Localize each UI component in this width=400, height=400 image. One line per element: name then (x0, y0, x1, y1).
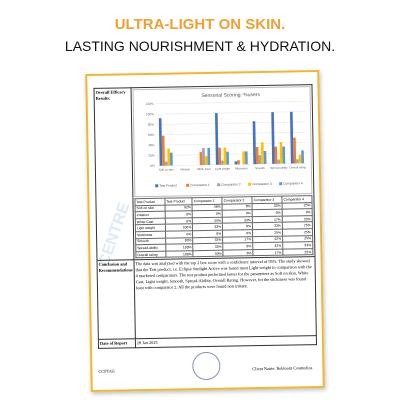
y-tick-label: 40% (148, 143, 155, 147)
headline: ULTRA-LIGHT ON SKIN. (114, 16, 286, 33)
y-tick-label: 0% (150, 164, 155, 168)
bar (226, 151, 229, 165)
data-cell: 25% (282, 248, 313, 256)
y-tick-label: 120% (145, 102, 153, 106)
bar (289, 111, 294, 164)
bar (164, 161, 168, 166)
x-tick-label: Soft on skin (159, 168, 174, 172)
legend-swatch (186, 183, 190, 187)
date: 28 Jan 2025 (135, 335, 317, 348)
bar (277, 159, 280, 164)
grid-line (156, 142, 307, 146)
x-tick-label: Smooth (255, 166, 265, 170)
chart-title: Sensorial Scoring: %users (201, 92, 260, 99)
grid-line (156, 121, 307, 125)
legend-label: Comparator 4 (283, 181, 303, 185)
chart: Sensorial Scoring: %users 0% 20% 40% 60% 80% 1… (132, 86, 313, 198)
stamp (192, 351, 221, 381)
bar (279, 141, 283, 164)
bar (301, 150, 304, 164)
bar (244, 151, 248, 165)
y-tick-label: 20% (148, 154, 155, 158)
results-cell: Sensorial Scoring: %users 0% 20% 40% 60% 80% 1… (130, 84, 315, 261)
bar (234, 161, 238, 165)
x-tick-label: Spread-ability (270, 166, 288, 170)
report-document: CENTRE Overall Efficacy Results: Sensori… (85, 69, 325, 393)
bar (260, 142, 264, 165)
bar (204, 156, 208, 165)
report-table: Overall Efficacy Results: Sensorial Scor… (93, 84, 317, 349)
bar (158, 118, 163, 166)
legend-label: Comparator 2 (221, 182, 241, 186)
x-tick-label: Irritation (180, 167, 191, 171)
date-label: Date of Report (98, 339, 136, 349)
x-tick-label: Stickiness (235, 166, 248, 170)
data-cell: 8% (223, 249, 254, 257)
legend-swatch (279, 182, 283, 186)
bar (167, 148, 171, 166)
bar (169, 152, 173, 166)
bar (237, 160, 240, 165)
bar (207, 147, 211, 165)
grid-line (156, 132, 307, 136)
data-cell: 50% (193, 249, 224, 258)
data-cell: 100% (165, 250, 194, 258)
bar (252, 121, 256, 165)
legend-swatch (155, 184, 159, 188)
bar (274, 146, 278, 164)
grid-line (155, 101, 306, 105)
row-label: Overall rating (135, 250, 166, 259)
data-table: Test Product Test Product Comparator 1 Comp… (134, 195, 313, 259)
data-cell: 17% (252, 248, 283, 257)
bar (161, 135, 165, 166)
bar (199, 152, 203, 166)
conclusion-label: Conclusion and Recommendations (97, 260, 136, 340)
bar (202, 147, 205, 166)
bar (220, 160, 224, 165)
bar (242, 151, 246, 165)
legend-label: Test Product (159, 183, 177, 187)
conclusion-text: The data was analyzed with the top 2 box… (133, 256, 317, 340)
subheadline: LASTING NOURISHMENT & HYDRATION. (64, 38, 336, 54)
legend-swatch (248, 182, 252, 186)
client-name: Client Name: Rebloom Cosmedica (252, 365, 313, 372)
bar (282, 146, 286, 164)
bar (298, 154, 302, 164)
y-tick-label: 80% (148, 123, 155, 127)
bar (258, 155, 262, 165)
footer-code: CCFT/65 (98, 368, 115, 374)
bar (263, 151, 267, 164)
x-tick-label: White Cast (197, 167, 211, 171)
bar (218, 147, 222, 165)
bar (214, 113, 219, 165)
x-tick-label: Overall rating (289, 165, 306, 169)
bar (223, 147, 227, 165)
grid-line (155, 111, 306, 115)
y-tick-label: 100% (146, 112, 154, 116)
bar (295, 159, 299, 164)
bar (292, 137, 297, 164)
legend-label: Comparator 3 (252, 182, 272, 186)
legend-swatch (217, 183, 221, 187)
bar (271, 112, 275, 164)
x-tick-label: Light weight (215, 167, 230, 171)
y-tick-label: 60% (148, 133, 155, 137)
bar (255, 147, 259, 165)
legend-label: Comparator 1 (190, 183, 210, 187)
results-label: Overall Efficacy Results: (93, 87, 134, 261)
grid-line (156, 163, 307, 167)
